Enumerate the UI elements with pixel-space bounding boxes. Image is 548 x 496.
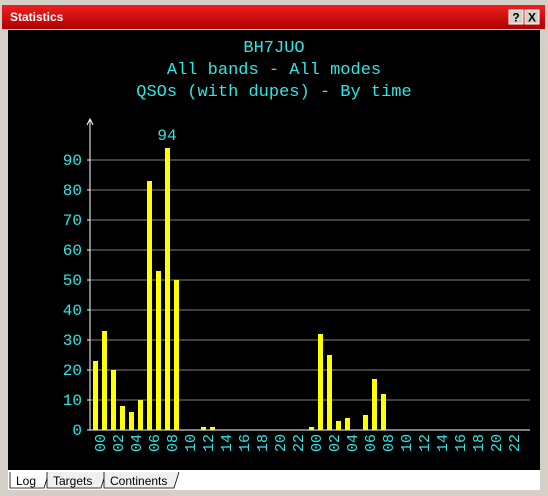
tab[interactable]	[9, 471, 50, 489]
bar	[129, 412, 134, 430]
x-tick-label: 06	[147, 434, 164, 452]
y-tick-label: 0	[72, 422, 82, 440]
x-tick-label: 00	[309, 434, 326, 452]
help-button[interactable]	[508, 9, 524, 25]
x-tick-label: 08	[165, 434, 182, 452]
bar	[309, 427, 314, 430]
bar	[120, 406, 125, 430]
x-tick-label: 14	[435, 434, 452, 452]
bar	[147, 181, 152, 430]
x-tick-label: 02	[327, 434, 344, 452]
y-tick-label: 10	[63, 392, 82, 410]
bar	[111, 370, 116, 430]
tab[interactable]	[46, 471, 107, 489]
x-tick-label: 16	[453, 434, 470, 452]
x-tick-label: 04	[345, 434, 362, 452]
x-tick-label: 20	[489, 434, 506, 452]
x-tick-label: 20	[273, 434, 290, 452]
y-tick-label: 40	[63, 302, 82, 320]
close-button[interactable]	[524, 9, 540, 25]
bar	[138, 400, 143, 430]
y-tick-label: 80	[63, 182, 82, 200]
x-tick-label: 12	[417, 434, 434, 452]
y-axis-arrow	[86, 117, 94, 126]
bar	[336, 421, 341, 430]
bar	[318, 334, 323, 430]
max-value-label: 94	[157, 127, 176, 145]
x-tick-label: 18	[255, 434, 272, 452]
bar	[327, 355, 332, 430]
bar	[156, 271, 161, 430]
x-tick-label: 18	[471, 434, 488, 452]
x-tick-label: 06	[363, 434, 380, 452]
y-tick-label: 50	[63, 272, 82, 290]
x-tick-label: 00	[93, 434, 110, 452]
bar	[381, 394, 386, 430]
bar	[210, 427, 215, 430]
tab-label[interactable]: Continents	[110, 474, 167, 488]
y-tick-label: 90	[63, 152, 82, 170]
x-tick-label: 12	[201, 434, 218, 452]
x-tick-label: 02	[111, 434, 128, 452]
help-button-label[interactable]: ?	[512, 11, 519, 25]
tab-label[interactable]: Targets	[53, 474, 92, 488]
chart-title: All bands - All modes	[167, 61, 381, 80]
x-tick-label: 04	[129, 434, 146, 452]
chart-title: BH7JUO	[243, 39, 304, 58]
x-tick-label: 08	[381, 434, 398, 452]
x-tick-label: 22	[291, 434, 308, 452]
x-tick-label: 16	[237, 434, 254, 452]
window-title: Statistics	[10, 10, 64, 24]
close-button-label[interactable]: X	[528, 11, 536, 25]
y-tick-label: 20	[63, 362, 82, 380]
bar	[174, 280, 179, 430]
x-tick-label: 14	[219, 434, 236, 452]
x-tick-label: 22	[507, 434, 524, 452]
bar	[93, 361, 98, 430]
bar	[102, 331, 107, 430]
bar	[345, 418, 350, 430]
x-tick-label: 10	[183, 434, 200, 452]
bar	[165, 148, 170, 430]
y-tick-label: 60	[63, 242, 82, 260]
tab-label[interactable]: Log	[16, 474, 36, 488]
y-tick-label: 30	[63, 332, 82, 350]
y-tick-label: 70	[63, 212, 82, 230]
bar	[201, 427, 206, 430]
bar	[372, 379, 377, 430]
tab[interactable]	[103, 471, 180, 489]
x-tick-label: 10	[399, 434, 416, 452]
chart-title: QSOs (with dupes) - By time	[136, 83, 411, 102]
title-bar	[2, 5, 545, 29]
bar	[363, 415, 368, 430]
